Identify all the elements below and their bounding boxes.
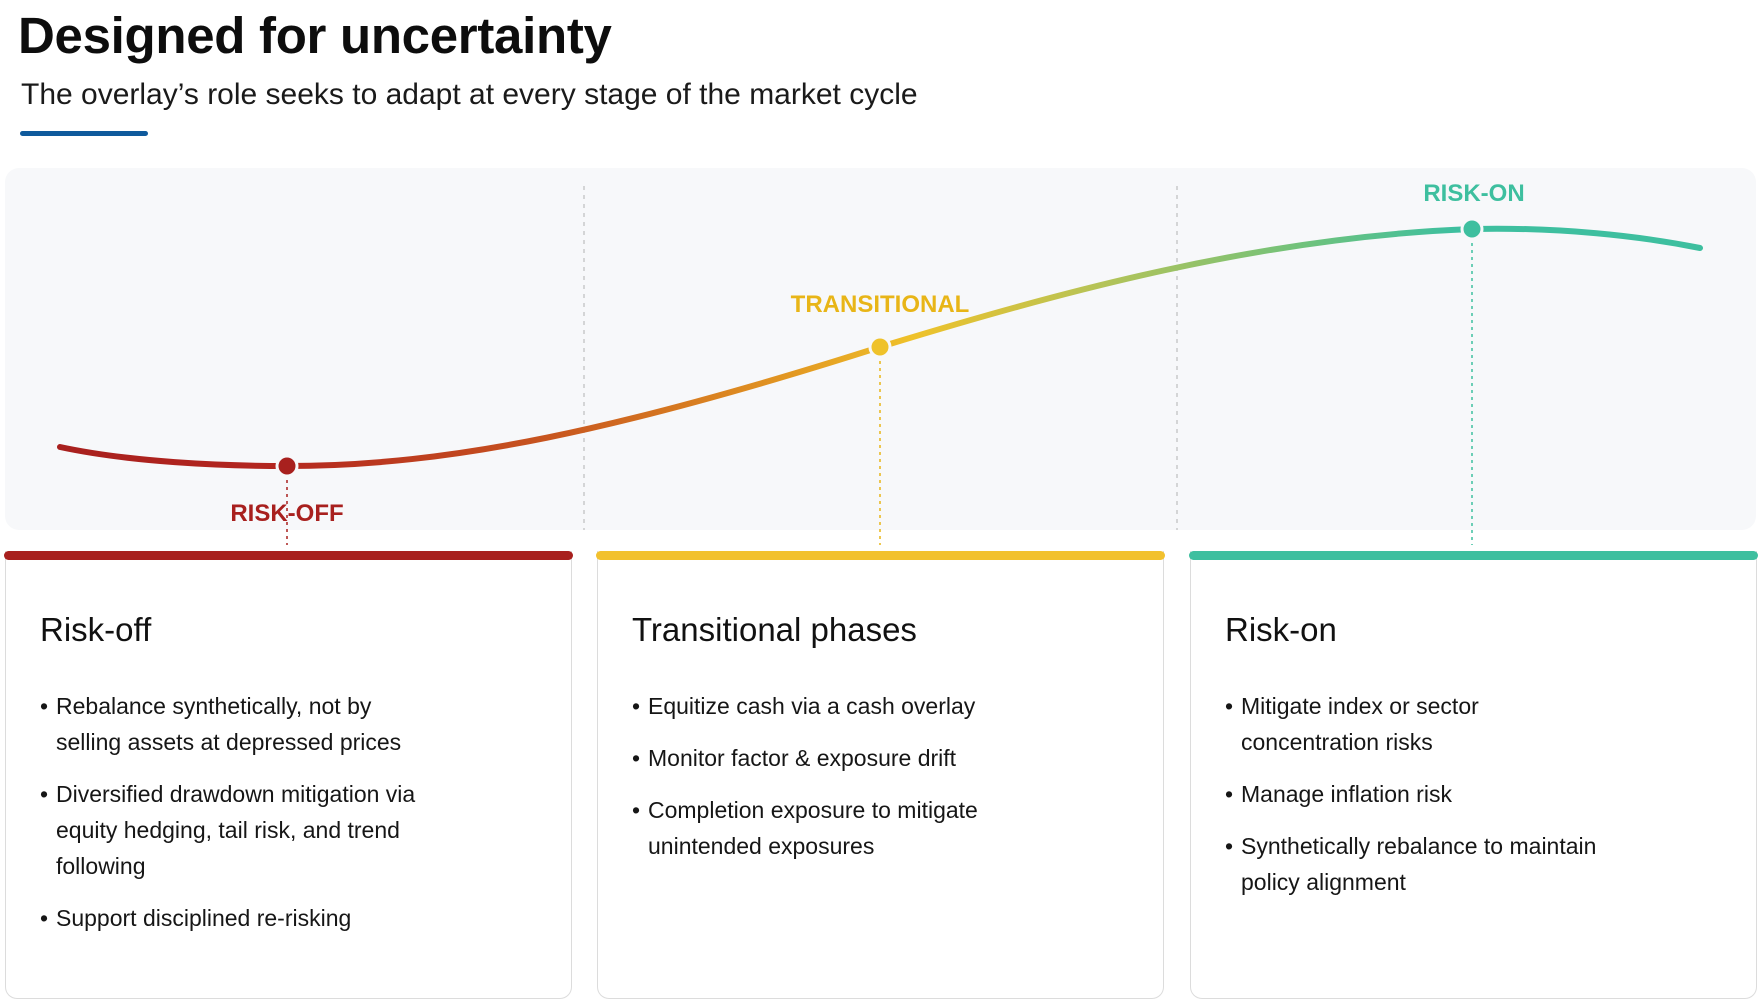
list-item: • Completion exposure to mitigate uninte…	[632, 792, 1152, 864]
transitional-bullet-list: • Equitize cash via a cash overlay • Mon…	[632, 688, 1152, 880]
list-item: • Mitigate index or sector concentration…	[1225, 688, 1745, 760]
list-item-text: Monitor factor & exposure drift	[648, 745, 957, 771]
list-item-text: Diversified drawdown mitigation via equi…	[56, 781, 416, 879]
bullet-icon: •	[632, 745, 641, 771]
bullet-icon: •	[40, 781, 49, 807]
transitional-card-bar	[596, 551, 1165, 560]
list-item: • Synthetically rebalance to maintain po…	[1225, 828, 1745, 900]
transitional-card-title: Transitional phases	[632, 611, 917, 648]
list-item: • Diversified drawdown mitigation via eq…	[40, 776, 560, 884]
bullet-icon: •	[632, 693, 641, 719]
bullet-icon: •	[1225, 693, 1234, 719]
list-item: • Support disciplined re-risking	[40, 900, 560, 936]
list-item-text: Equitize cash via a cash overlay	[648, 693, 976, 719]
risk-on-card: Risk-on • Mitigate index or sector conce…	[1189, 551, 1758, 999]
market-cycle-diagram: RISK-OFF TRANSITIONAL RISK-ON	[57, 180, 1703, 545]
risk-on-label: RISK-ON	[1423, 180, 1524, 207]
page-subtitle: The overlay’s role seeks to adapt at eve…	[21, 78, 918, 111]
bullet-icon: •	[1225, 781, 1234, 807]
bullet-icon: •	[1225, 833, 1234, 859]
transitional-label: TRANSITIONAL	[791, 291, 970, 318]
list-item: • Manage inflation risk	[1225, 776, 1745, 812]
list-item: • Monitor factor & exposure drift	[632, 740, 1152, 776]
risk-on-card-title: Risk-on	[1225, 611, 1337, 648]
risk-off-card-bar	[4, 551, 573, 560]
list-item: • Equitize cash via a cash overlay	[632, 688, 1152, 724]
list-item-text: Mitigate index or sector concentration r…	[1241, 693, 1479, 755]
list-item-text: Manage inflation risk	[1241, 781, 1452, 807]
risk-on-bullet-list: • Mitigate index or sector concentration…	[1225, 688, 1745, 916]
risk-off-bullet-list: • Rebalance synthetically, not by sellin…	[40, 688, 560, 952]
risk-off-marker	[275, 454, 299, 478]
transitional-card: Transitional phases • Equitize cash via …	[596, 551, 1165, 999]
risk-off-label: RISK-OFF	[230, 500, 343, 527]
list-item-text: Synthetically rebalance to maintain poli…	[1241, 833, 1597, 895]
risk-off-card-title: Risk-off	[40, 611, 152, 648]
bullet-icon: •	[40, 693, 49, 719]
bullet-icon: •	[632, 797, 641, 823]
risk-on-card-bar	[1189, 551, 1758, 560]
bullet-icon: •	[40, 905, 49, 931]
title-accent-rule	[20, 131, 148, 136]
transitional-marker	[868, 335, 892, 359]
page-title: Designed for uncertainty	[18, 7, 612, 64]
list-item: • Rebalance synthetically, not by sellin…	[40, 688, 560, 760]
risk-on-marker	[1460, 217, 1484, 241]
list-item-text: Completion exposure to mitigate unintend…	[648, 797, 978, 859]
risk-off-card: Risk-off • Rebalance synthetically, not …	[4, 551, 573, 999]
list-item-text: Support disciplined re-risking	[56, 905, 352, 931]
list-item-text: Rebalance synthetically, not by selling …	[56, 693, 402, 755]
